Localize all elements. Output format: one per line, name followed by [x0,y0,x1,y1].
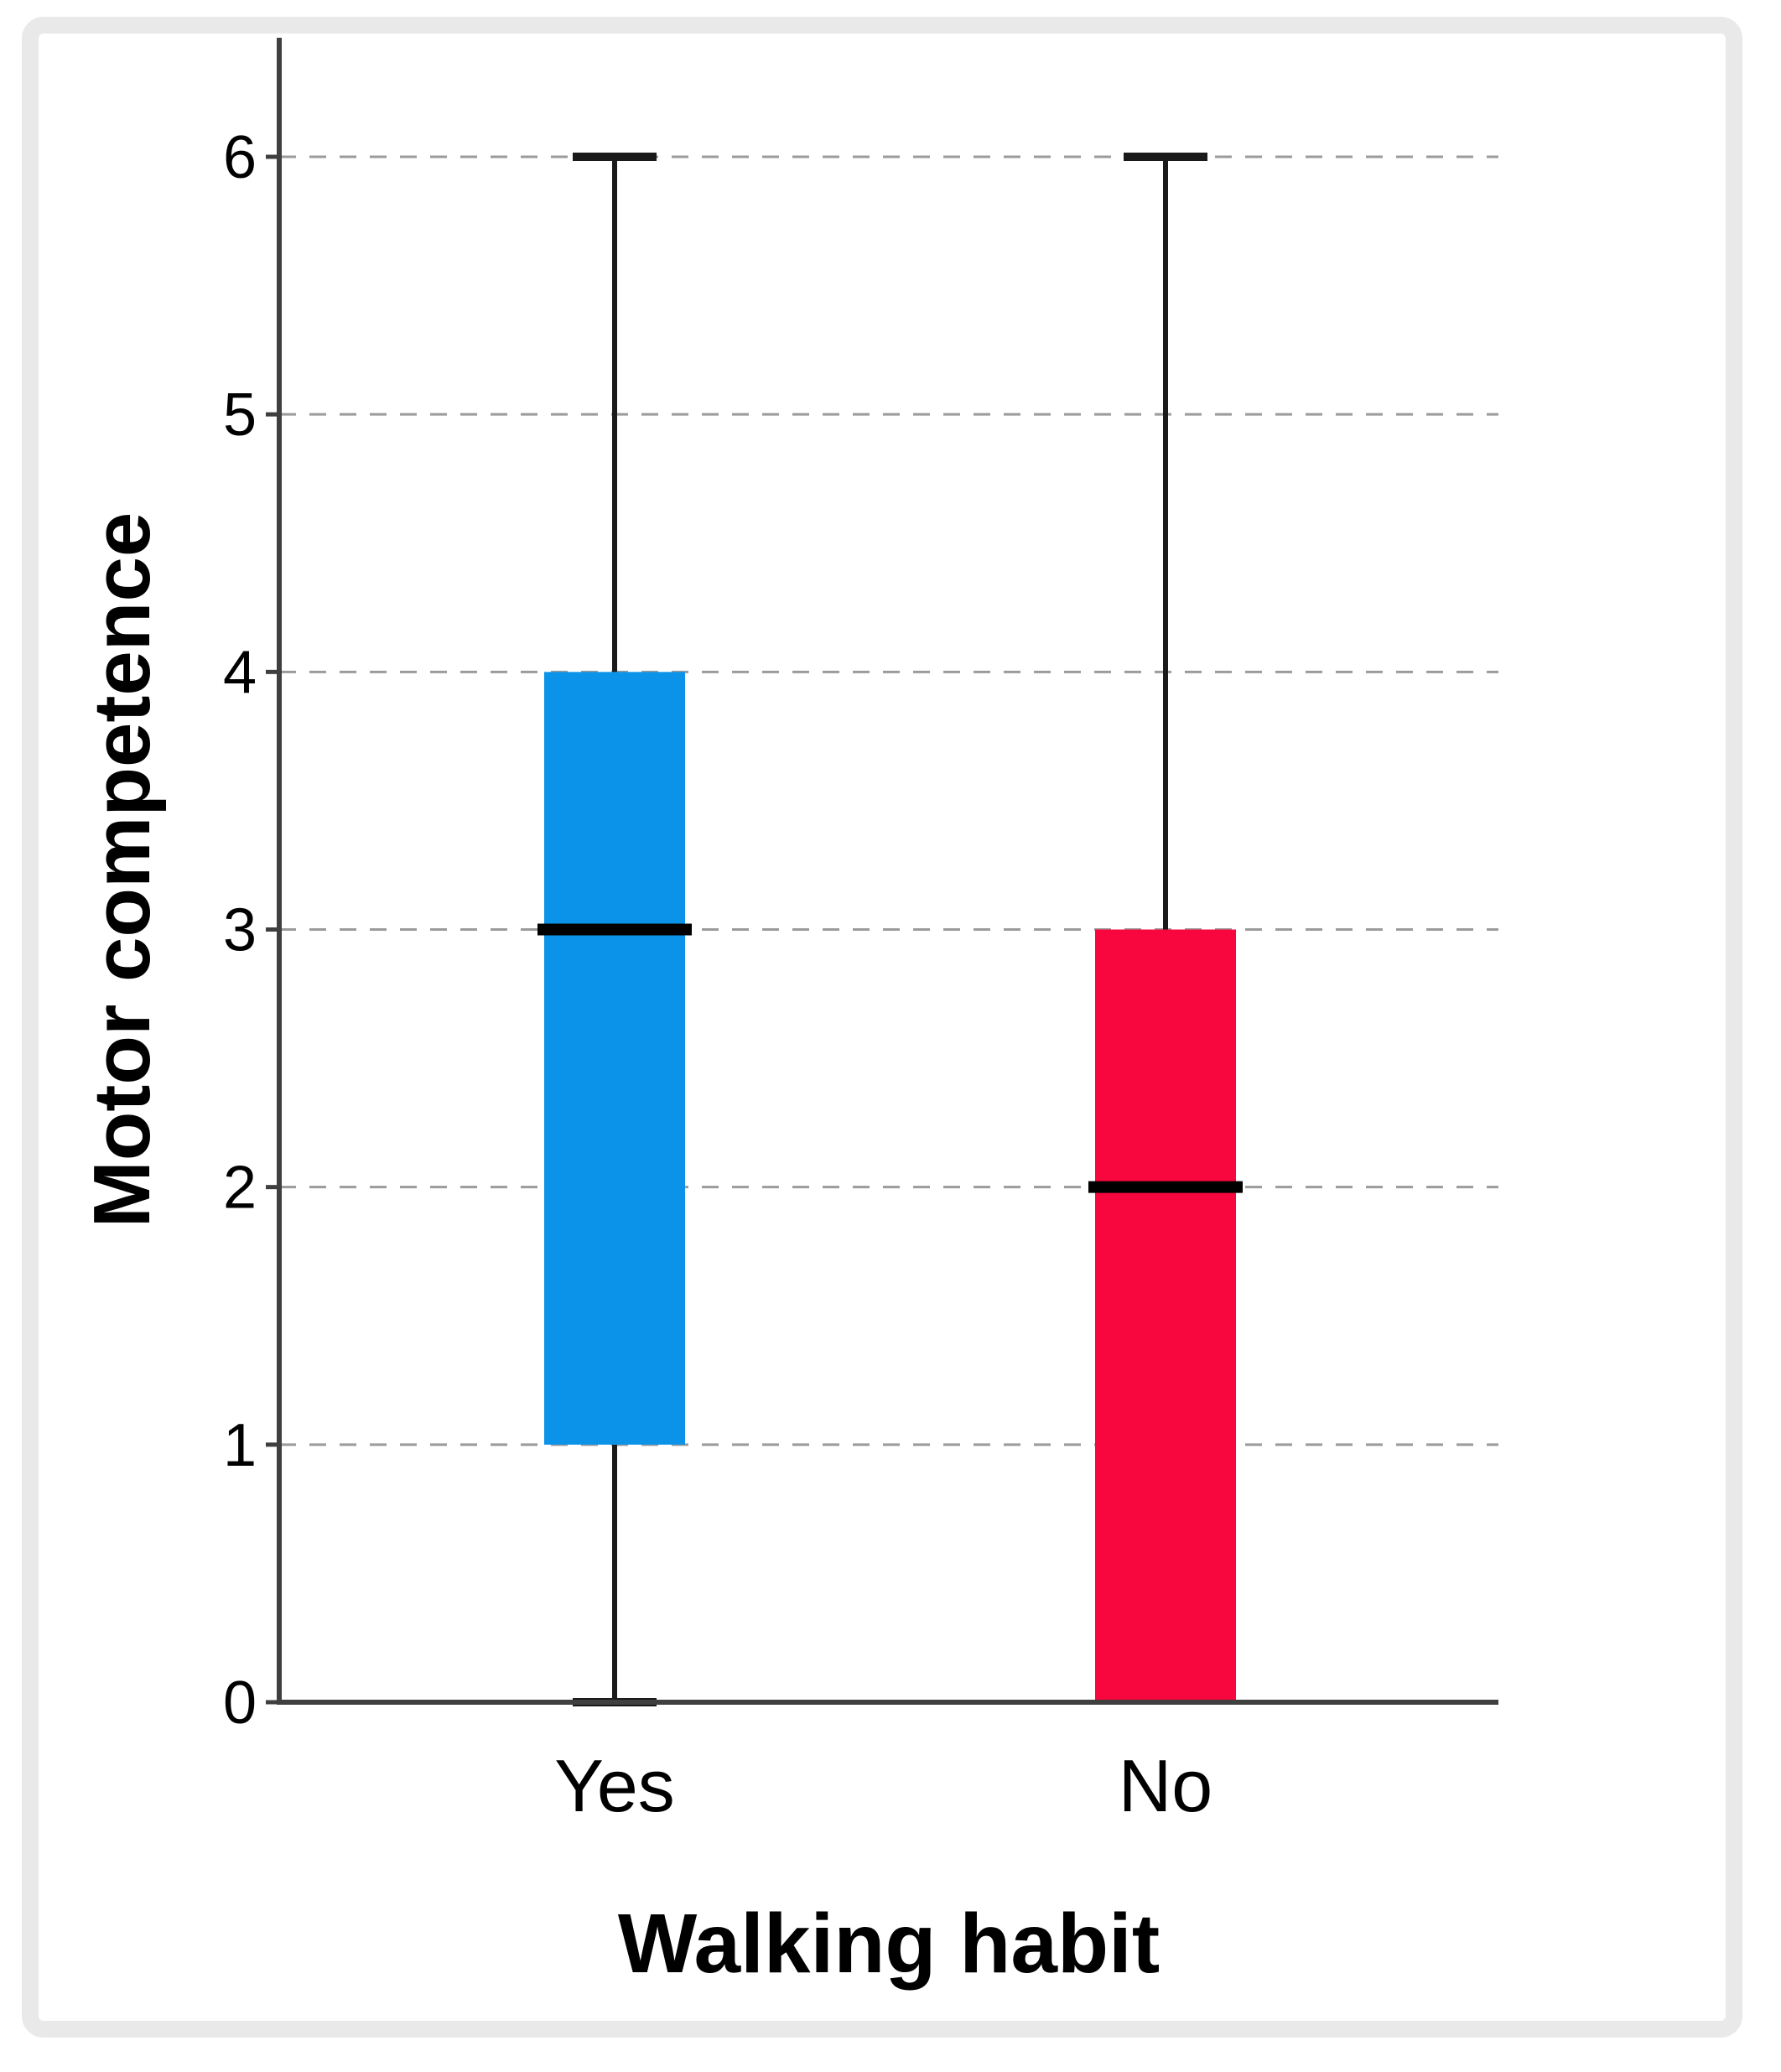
x-axis-title: Walking habit [618,1897,1160,1991]
y-axis-title: Motor competence [77,512,167,1228]
box-yes [544,672,685,1445]
category-label: No [1119,1744,1213,1827]
y-tick-label: 5 [223,382,257,449]
y-tick-label: 1 [223,1412,257,1479]
y-tick-label: 0 [223,1670,257,1737]
box-no [1095,929,1236,1702]
y-tick-label: 3 [223,897,257,964]
category-label: Yes [554,1744,675,1827]
y-tick-label: 2 [223,1155,257,1222]
y-tick-label: 4 [223,639,257,706]
y-tick-label: 6 [223,124,257,191]
